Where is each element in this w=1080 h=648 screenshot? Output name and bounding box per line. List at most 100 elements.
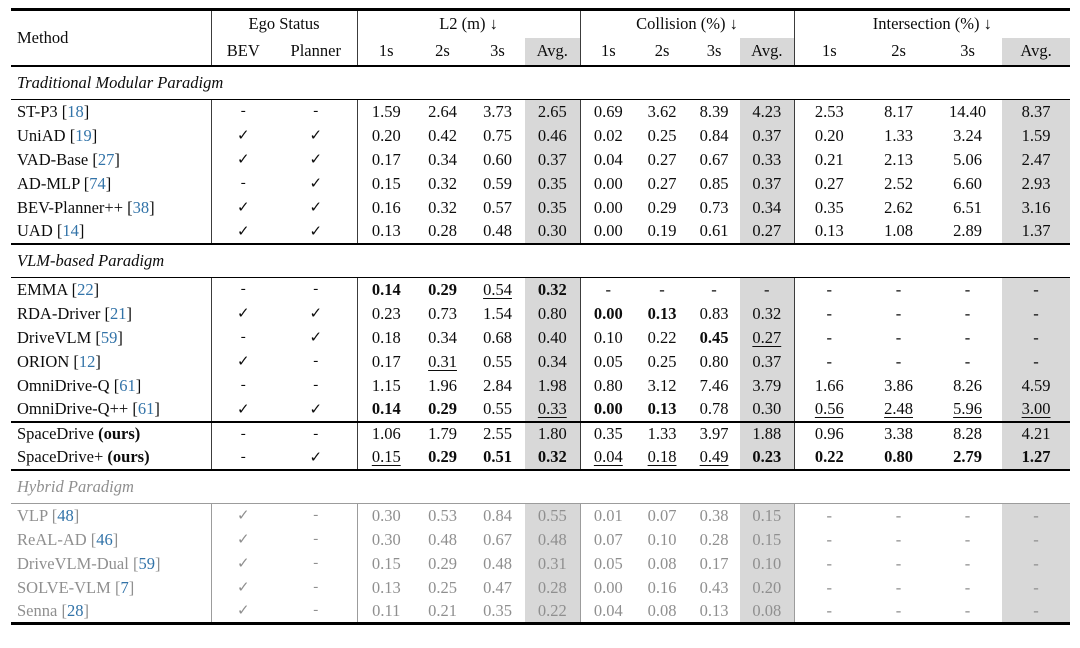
metric-value: 0.15 xyxy=(752,505,782,525)
metric-value: 0.14 xyxy=(371,399,401,418)
metric-cell: 0.15 xyxy=(740,527,795,552)
citation-link[interactable]: 19 xyxy=(75,125,92,145)
metric-cell: 0.57 xyxy=(470,196,525,220)
metric-cell: 4.21 xyxy=(1002,420,1071,446)
citation-link[interactable]: 48 xyxy=(57,505,74,525)
method-name: VLP xyxy=(17,505,48,525)
col-header-int-3s: 3s xyxy=(933,37,1003,67)
ours-label: (ours) xyxy=(98,424,141,443)
metric-value: 1.27 xyxy=(1021,447,1051,466)
metric-value: 0.73 xyxy=(699,197,729,217)
planner-dash-mark: - xyxy=(313,579,319,595)
metric-value: - xyxy=(826,351,833,371)
metric-value: 0.23 xyxy=(371,303,401,323)
metric-value: - xyxy=(826,505,833,525)
metric-value: 0.35 xyxy=(537,197,567,217)
metric-cell: 0.43 xyxy=(688,576,740,600)
metric-value: 0.25 xyxy=(428,577,457,597)
metric-cell: 0.21 xyxy=(793,147,865,172)
metric-value: 0.05 xyxy=(593,553,623,573)
metric-cell: 0.17 xyxy=(356,349,416,374)
citation-link[interactable]: 59 xyxy=(138,553,155,573)
citation-link[interactable]: 28 xyxy=(66,600,84,620)
metric-cell: 0.27 xyxy=(793,171,865,196)
metric-cell: 0.33 xyxy=(525,397,581,422)
metric-value: 0.23 xyxy=(752,447,782,466)
metric-cell: 2.84 xyxy=(470,374,525,398)
metric-cell: - xyxy=(1002,599,1071,625)
metric-value: 0.61 xyxy=(699,221,729,240)
method-cell: Senna [28] xyxy=(11,599,211,625)
metric-value: 3.97 xyxy=(699,424,729,443)
metric-value: 0.29 xyxy=(428,447,457,466)
metric-cell: 0.14 xyxy=(356,397,416,422)
metric-value: 0.80 xyxy=(884,447,913,466)
citation-link[interactable]: 61 xyxy=(119,375,136,395)
metric-cell: 0.15 xyxy=(740,503,795,528)
method-column-header: Method xyxy=(11,8,211,66)
table-row: BEV-Planner++ [38] ✓ ✓ 0.16 0.32 0.57 0.35 0.00… xyxy=(11,195,1071,220)
metric-cell: 1.06 xyxy=(356,420,416,446)
metric-cell: 0.30 xyxy=(356,503,416,528)
metric-cell: 0.00 xyxy=(579,195,637,220)
citation-link[interactable]: 22 xyxy=(77,279,94,299)
metric-value: 2.52 xyxy=(884,173,913,193)
citation-link[interactable]: 74 xyxy=(89,173,106,193)
table-row: SpaceDrive+ (ours) - ✓ 0.15 0.29 0.51 0.32 0.04… xyxy=(11,445,1071,470)
header-sub-row: BEV Planner 1s 2s 3s Avg. 1s 2s 3s Avg. … xyxy=(11,37,1071,67)
citation-link[interactable]: 46 xyxy=(96,529,113,549)
table-row: VLP [48] ✓ - 0.30 0.53 0.84 0.55 0.01 0.07 0.38 0.… xyxy=(11,503,1071,528)
metric-cell: 0.00 xyxy=(579,171,637,196)
metric-value: 6.51 xyxy=(953,197,982,217)
metric-value: 0.73 xyxy=(428,303,457,323)
metric-value: 3.24 xyxy=(953,125,982,145)
metric-cell: - xyxy=(864,576,933,600)
metric-value: - xyxy=(964,303,971,323)
metric-value: 0.55 xyxy=(483,351,512,371)
metric-cell: 0.67 xyxy=(688,148,740,172)
citation-link[interactable]: 14 xyxy=(62,221,79,240)
col-header-col-2s: 2s xyxy=(636,37,689,67)
planner-dash-mark: - xyxy=(313,377,319,393)
metric-value: 0.11 xyxy=(372,600,401,620)
metric-cell: 0.30 xyxy=(525,219,581,244)
metric-cell: 0.68 xyxy=(470,326,525,350)
metric-cell: 0.15 xyxy=(356,171,416,196)
metric-cell: 0.22 xyxy=(793,445,865,470)
citation-link[interactable]: 59 xyxy=(100,327,118,347)
metric-value: 0.37 xyxy=(537,149,567,169)
col-header-l2-avg: Avg. xyxy=(525,37,581,67)
citation-link[interactable]: 21 xyxy=(110,303,127,323)
metric-cell: - xyxy=(740,277,795,302)
metric-value: - xyxy=(1033,279,1039,299)
planner-dash-mark: - xyxy=(313,531,319,547)
metric-cell: 5.96 xyxy=(933,398,1002,422)
metric-value: 0.85 xyxy=(699,173,729,193)
metric-value: 3.79 xyxy=(752,375,782,395)
metric-cell: - xyxy=(1002,301,1071,326)
citation-link[interactable]: 12 xyxy=(78,351,96,371)
metric-cell: 3.97 xyxy=(688,420,741,446)
citation-link[interactable]: 38 xyxy=(132,197,150,217)
citation-link[interactable]: 27 xyxy=(97,149,115,169)
bev-check-mark: ✓ xyxy=(210,195,275,220)
metric-cell: 0.59 xyxy=(470,172,525,196)
method-cell: OmniDrive-Q++ [61] xyxy=(17,399,160,418)
metric-cell: - xyxy=(933,599,1003,625)
metric-value: 1.66 xyxy=(814,375,844,395)
metric-value: 0.14 xyxy=(371,279,401,299)
citation-link[interactable]: 18 xyxy=(67,101,84,121)
bev-dash-mark: - xyxy=(210,171,275,196)
metric-cell: 0.13 xyxy=(356,219,416,244)
citation-link[interactable]: 7 xyxy=(120,577,129,597)
metric-cell: 0.00 xyxy=(579,219,637,244)
metric-value: 0.32 xyxy=(752,303,782,323)
metric-cell: 0.00 xyxy=(579,575,637,600)
bev-check-mark: ✓ xyxy=(210,123,275,148)
metric-cell: 0.80 xyxy=(864,446,933,470)
metric-value: 0.48 xyxy=(428,529,457,549)
metric-cell: 0.53 xyxy=(415,504,470,528)
citation-link[interactable]: 61 xyxy=(137,399,155,418)
metric-value: 0.48 xyxy=(483,553,512,573)
metric-cell: 0.80 xyxy=(579,373,637,398)
